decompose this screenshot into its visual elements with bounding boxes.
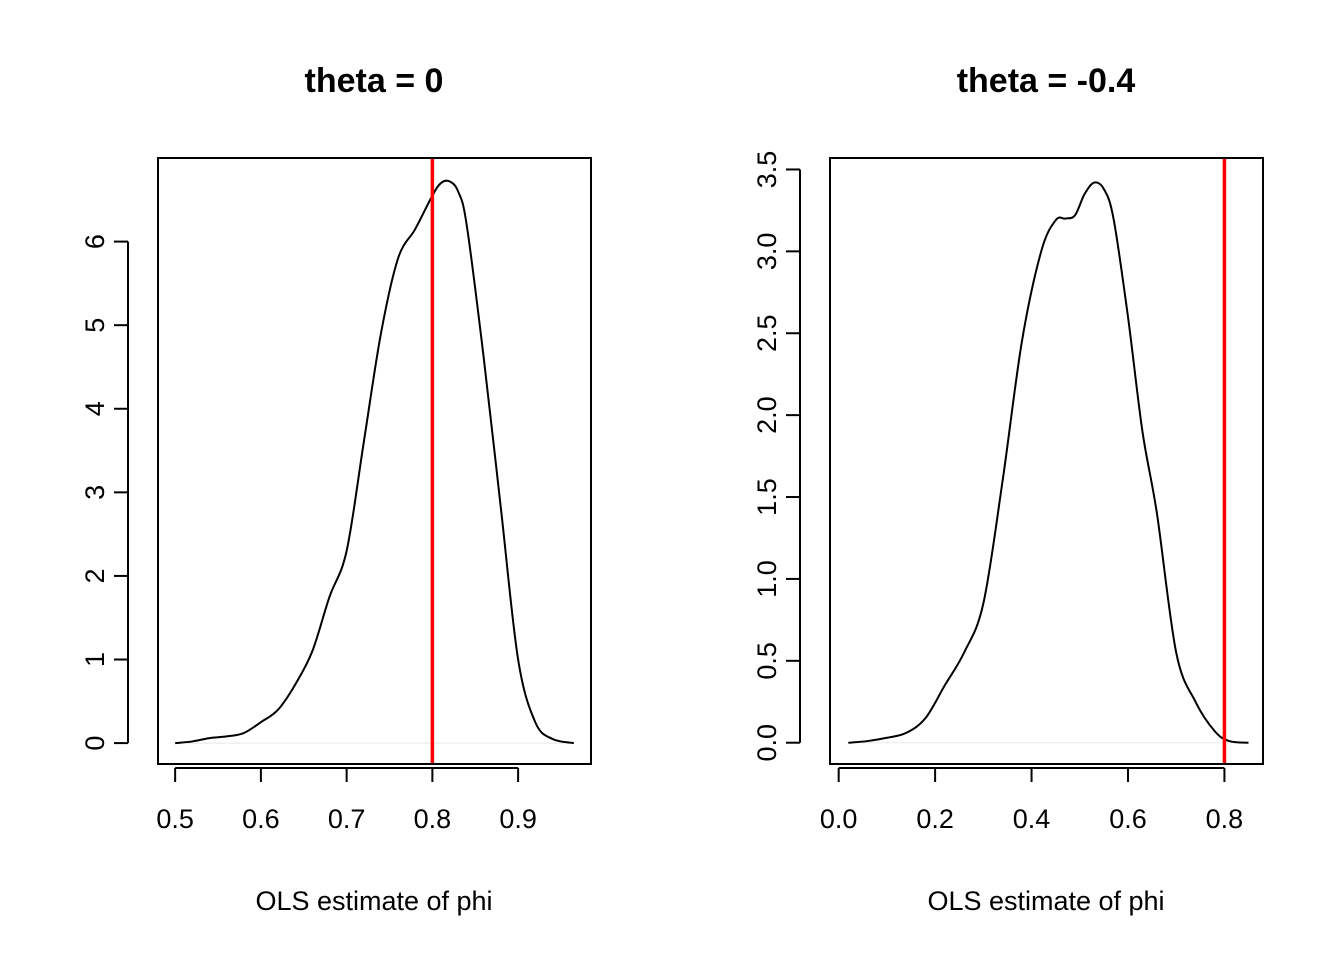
- y-axis: 0 1 2 3 4 5 6: [80, 234, 129, 751]
- y-tick-label: 3.5: [752, 151, 782, 189]
- x-axis: 0.0 0.2 0.4 0.6 0.8: [820, 767, 1244, 834]
- y-tick-label: 3: [80, 485, 110, 500]
- y-tick-label: 3.0: [752, 233, 782, 271]
- y-axis: 0.0 0.5 1.0 1.5 2.0 2.5 3.0 3.5: [752, 151, 801, 762]
- y-tick-label: 4: [80, 401, 110, 416]
- y-tick-label: 1.5: [752, 478, 782, 516]
- density-curve: [848, 181, 1249, 744]
- y-tick-label: 5: [80, 318, 110, 333]
- y-tick-label: 0.0: [752, 724, 782, 762]
- y-tick-label: 2: [80, 568, 110, 583]
- y-tick-label: 1.0: [752, 560, 782, 598]
- x-axis-label: OLS estimate of phi: [255, 886, 492, 916]
- x-tick-label: 0.7: [328, 804, 366, 834]
- x-tick-label: 0.0: [820, 804, 858, 834]
- x-tick-label: 0.8: [1206, 804, 1244, 834]
- x-tick-label: 0.6: [242, 804, 280, 834]
- x-tick-label: 0.5: [156, 804, 194, 834]
- plot-frame: [157, 157, 592, 765]
- y-tick-label: 2.5: [752, 314, 782, 352]
- x-tick-label: 0.8: [414, 804, 452, 834]
- panel-theta-0: theta = 0 0.5 0.6 0.7 0.8 0.9 0 1 2 3 4 5 6 OLS es…: [80, 62, 592, 916]
- chart-title: theta = 0: [305, 62, 444, 100]
- x-axis-label: OLS estimate of phi: [927, 886, 1164, 916]
- density-curve: [175, 179, 575, 745]
- panel-theta-neg-0-4: theta = -0.4 0.0 0.2 0.4 0.6 0.8 0.0 0.5 1.0 1.…: [752, 62, 1264, 916]
- x-tick-label: 0.2: [916, 804, 954, 834]
- x-tick-label: 0.9: [499, 804, 537, 834]
- y-tick-label: 0: [80, 736, 110, 751]
- x-tick-label: 0.4: [1013, 804, 1051, 834]
- plot-frame: [829, 157, 1264, 765]
- chart-title: theta = -0.4: [957, 62, 1136, 100]
- x-tick-label: 0.6: [1109, 804, 1147, 834]
- y-tick-label: 0.5: [752, 642, 782, 680]
- x-axis: 0.5 0.6 0.7 0.8 0.9: [156, 767, 537, 834]
- y-tick-label: 6: [80, 234, 110, 249]
- y-tick-label: 2.0: [752, 396, 782, 434]
- y-tick-label: 1: [80, 652, 110, 667]
